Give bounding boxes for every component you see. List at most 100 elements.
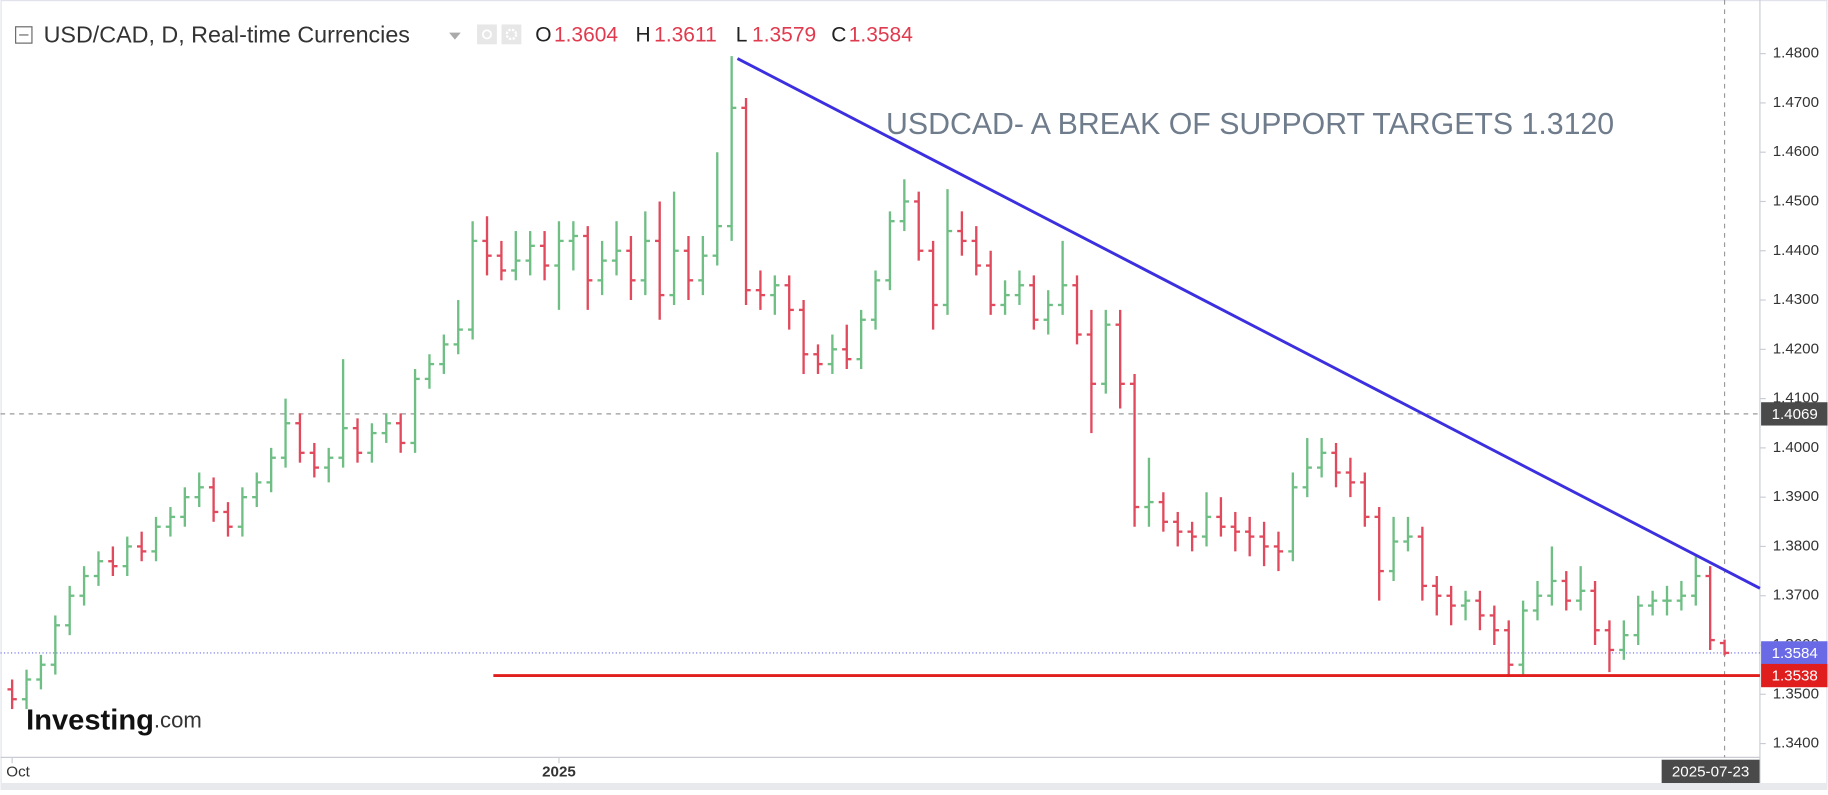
legend-label: O xyxy=(535,24,551,47)
y-tick-label: 1.4600 xyxy=(1773,143,1819,160)
ohlc-bar xyxy=(712,152,722,266)
settings-icon xyxy=(505,28,518,41)
y-tick-label: 1.4400 xyxy=(1773,242,1819,259)
ohlc-bar xyxy=(266,447,276,493)
ohlc-bar xyxy=(986,250,996,315)
legend-label: H xyxy=(636,24,651,47)
legend-value: 1.3584 xyxy=(849,24,913,47)
y-tick-label: 1.4000 xyxy=(1773,439,1819,456)
ohlc-bar xyxy=(122,536,132,577)
price-tag xyxy=(1761,641,1828,665)
symbol-title: USD/CAD, D, Real-time Currencies xyxy=(44,21,410,47)
ohlc-bar xyxy=(813,344,823,374)
price-tag-label: 1.3538 xyxy=(1772,668,1818,685)
ohlc-bar xyxy=(1187,521,1197,552)
ohlc-bar xyxy=(223,502,233,537)
ohlc-bar xyxy=(482,216,492,276)
ohlc-bar xyxy=(1216,497,1226,537)
ohlc-bar xyxy=(36,654,46,690)
ohlc-bar xyxy=(1590,580,1600,646)
ohlc-bar xyxy=(640,211,650,296)
ohlc-bar xyxy=(367,423,377,463)
legend-label: L xyxy=(736,24,748,47)
ohlc-bar xyxy=(611,221,622,276)
ohlc-bar xyxy=(1432,576,1442,616)
ohlc-bar xyxy=(870,270,881,330)
ohlc-bar xyxy=(1230,511,1240,552)
ohlc-bar xyxy=(856,309,866,370)
ohlc-bar xyxy=(496,240,507,281)
ohlc-bar xyxy=(1273,531,1284,572)
price-tag-label: 1.4069 xyxy=(1772,406,1818,423)
ohlc-bar xyxy=(1201,492,1212,547)
ohlc-bar xyxy=(324,447,334,483)
y-tick-label: 1.4300 xyxy=(1773,291,1819,308)
price-tag-label: 1.3584 xyxy=(1772,645,1818,662)
ohlc-bar xyxy=(770,275,780,315)
ohlc-bar xyxy=(410,369,420,453)
ohlc-bar xyxy=(1360,472,1370,527)
ohlc-bar xyxy=(1633,595,1643,646)
ohlc-bar xyxy=(1043,290,1053,335)
ohlc-bar xyxy=(971,226,981,276)
eye-button[interactable] xyxy=(477,24,497,45)
y-tick-label: 1.4800 xyxy=(1773,45,1819,62)
legend-label: C xyxy=(831,24,846,47)
ohlc-bar xyxy=(1374,507,1384,601)
ohlc-bar xyxy=(1288,472,1298,562)
y-tick-label: 1.3800 xyxy=(1773,537,1819,554)
ohlc-bar xyxy=(1403,516,1413,552)
legend-value: 1.3579 xyxy=(752,24,816,47)
x-tick-label: 2025 xyxy=(542,764,576,781)
price-tag xyxy=(1761,663,1828,688)
ohlc-bar xyxy=(1719,639,1730,656)
ohlc-bar xyxy=(1057,240,1068,315)
legend-value: 1.3611 xyxy=(654,24,717,47)
logo-suffix: .com xyxy=(154,707,202,732)
ohlc-bar xyxy=(50,615,60,675)
ohlc-bar xyxy=(698,235,708,296)
dropdown-arrow[interactable] xyxy=(449,32,461,40)
ohlc-bar xyxy=(295,413,305,463)
settings-button[interactable] xyxy=(501,24,522,45)
ohlc-bar xyxy=(1086,309,1097,434)
ohlc-bar xyxy=(1101,309,1111,394)
logo-name: Investing xyxy=(26,704,154,736)
ohlc-bar xyxy=(1245,516,1255,557)
y-tick-label: 1.4200 xyxy=(1773,340,1819,357)
plot xyxy=(0,0,1761,758)
ohlc-bar xyxy=(1129,373,1140,527)
ohlc-bar xyxy=(957,211,967,256)
ohlc-bar xyxy=(439,334,449,374)
ohlc-bar xyxy=(942,189,953,315)
ohlc-bar xyxy=(79,566,89,606)
ohlc-bar xyxy=(726,56,737,241)
ohlc-bar xyxy=(1576,566,1586,611)
ohlc-bar xyxy=(1014,270,1025,305)
ohlc-bar xyxy=(1532,580,1543,621)
ohlc-bar xyxy=(583,226,593,310)
ohlc-bar xyxy=(21,669,32,710)
ohlc-bar xyxy=(108,546,118,577)
ohlc-bar xyxy=(467,221,478,340)
ohlc-bar xyxy=(1000,280,1010,315)
ohlc-bar xyxy=(1460,590,1471,621)
ohlc-bar xyxy=(568,221,579,271)
header: USD/CAD, D, Real-time Currencies O 1.360… xyxy=(15,21,913,47)
ohlc-bar xyxy=(899,179,909,232)
ohlc-bar xyxy=(798,300,809,374)
annotation: USDCAD- A BREAK OF SUPPORT TARGETS 1.312… xyxy=(886,108,1614,141)
ohlc-bar xyxy=(1173,511,1183,547)
ohlc-bar xyxy=(93,551,104,586)
ohlc-bar xyxy=(842,324,852,370)
ohlc-bar xyxy=(1158,492,1169,532)
ohlc-bar xyxy=(1115,309,1125,409)
ohlc-bar xyxy=(554,221,564,310)
ohlc-bar xyxy=(539,231,550,281)
ohlc-bar xyxy=(453,300,463,355)
ohlc-bar xyxy=(280,398,291,468)
ohlc-bar xyxy=(1518,600,1528,675)
eye-icon xyxy=(482,29,492,40)
